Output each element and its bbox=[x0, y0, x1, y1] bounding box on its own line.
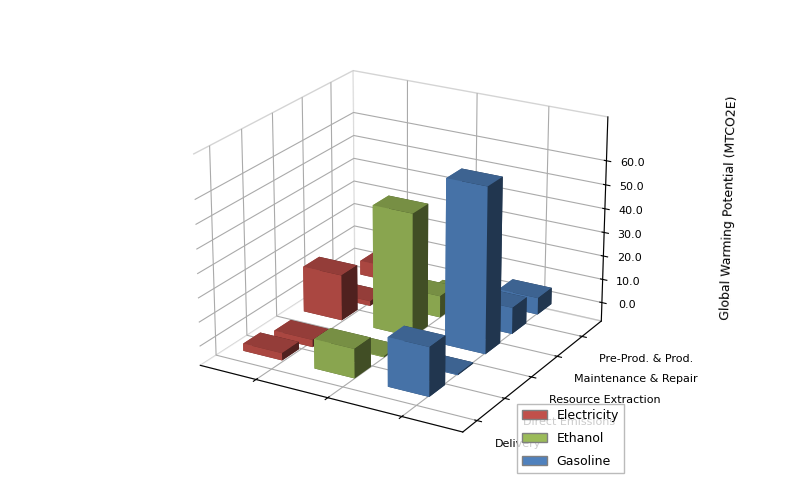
Legend: Electricity, Ethanol, Gasoline: Electricity, Ethanol, Gasoline bbox=[516, 404, 624, 473]
